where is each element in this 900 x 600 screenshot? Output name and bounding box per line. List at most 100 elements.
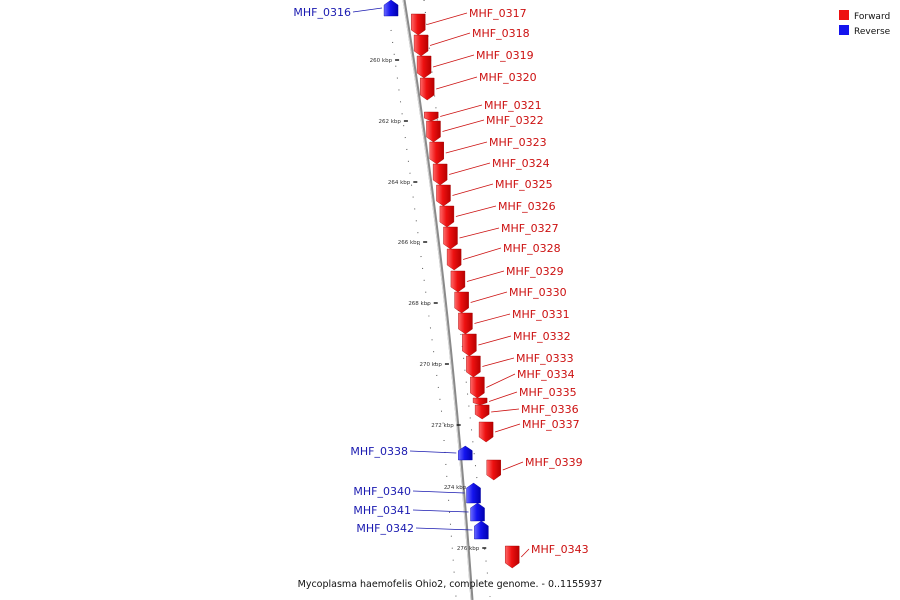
gene-label[interactable]: MHF_0342 [356, 522, 414, 535]
gene-block[interactable] [439, 205, 455, 228]
legend-reverse: Reverse [839, 25, 891, 37]
gene-block[interactable] [450, 270, 466, 293]
gene-label[interactable]: MHF_0321 [484, 99, 542, 112]
gene-leader-line [488, 391, 518, 402]
gene-leader-line [455, 205, 497, 217]
gene-leader-line [482, 357, 515, 367]
gene-label[interactable]: MHF_0324 [492, 157, 550, 170]
gene-leader-line [415, 527, 473, 531]
gene-label[interactable]: MHF_0337 [522, 418, 580, 431]
gene-label[interactable]: MHF_0330 [509, 286, 567, 299]
legend-forward-swatch [839, 10, 849, 20]
gene-label[interactable]: MHF_0317 [469, 7, 527, 20]
scale-tick-label: 276 kbp [457, 546, 480, 552]
gene-leader-line [494, 423, 521, 433]
gene-label[interactable]: MHF_0326 [498, 200, 556, 213]
gene-block[interactable] [462, 333, 477, 357]
gene-block[interactable] [383, 0, 399, 17]
gene-block[interactable] [432, 163, 448, 186]
gene-label[interactable]: MHF_0331 [512, 308, 570, 321]
gene-leader-line [352, 7, 383, 13]
gene-block[interactable] [478, 421, 494, 443]
gene-block[interactable] [413, 34, 429, 57]
gene-block[interactable] [446, 248, 462, 271]
gene-leader-line [442, 119, 485, 132]
gene-leader-line [502, 461, 524, 471]
gene-leader-line [478, 335, 512, 346]
gene-label[interactable]: MHF_0335 [519, 386, 577, 399]
gene-label[interactable]: MHF_0319 [476, 49, 534, 62]
gene-label-leaders [352, 7, 530, 558]
gene-block[interactable] [416, 55, 432, 79]
gene-block[interactable] [472, 397, 488, 406]
scale-tick-label: 268 kbp [408, 301, 431, 307]
gene-leader-line [466, 270, 505, 282]
gene-label[interactable]: MHF_0343 [531, 543, 589, 556]
gene-block[interactable] [429, 141, 444, 165]
genome-caption: Mycoplasma haemofelis Ohio2, complete ge… [298, 579, 603, 590]
gene-label[interactable]: MHF_0339 [525, 456, 583, 469]
gene-leader-line [491, 408, 520, 413]
gene-label[interactable]: MHF_0341 [353, 504, 411, 517]
gene-block[interactable] [458, 312, 473, 335]
gene-block[interactable] [474, 520, 489, 540]
scale-tick-label: 274 kbp [444, 485, 467, 491]
gene-block[interactable] [474, 404, 490, 420]
gene-block[interactable] [420, 77, 435, 101]
gene-block[interactable] [466, 355, 481, 378]
gene-label[interactable]: MHF_0323 [489, 136, 547, 149]
gene-label[interactable]: MHF_0340 [353, 485, 411, 498]
gene-leader-line [520, 548, 530, 558]
gene-block[interactable] [424, 111, 439, 122]
gene-label[interactable]: MHF_0316 [293, 6, 351, 19]
sequence-backbone [402, 0, 474, 600]
gene-block[interactable] [411, 13, 426, 36]
gene-block[interactable] [470, 376, 485, 399]
gene-label[interactable]: MHF_0322 [486, 114, 544, 127]
gene-label[interactable]: MHF_0325 [495, 178, 553, 191]
gene-label[interactable]: MHF_0334 [517, 368, 575, 381]
gene-leader-line [445, 141, 488, 154]
gene-label[interactable]: MHF_0333 [516, 352, 574, 365]
gene-label[interactable]: MHF_0328 [503, 242, 561, 255]
gene-block[interactable] [505, 545, 520, 569]
gene-label[interactable]: MHF_0320 [479, 71, 537, 84]
legend: Forward Reverse [839, 10, 891, 37]
legend-reverse-swatch [839, 25, 849, 35]
gene-block[interactable] [470, 502, 485, 522]
gene-label[interactable]: MHF_0338 [350, 445, 408, 458]
scale-tick-label: 272 kbp [431, 423, 454, 429]
gene-block[interactable] [466, 482, 481, 504]
gene-block[interactable] [486, 459, 501, 481]
gene-leader-line [463, 247, 502, 260]
gene-leader-line [436, 76, 478, 90]
gene-leader-line [427, 12, 468, 25]
gene-label[interactable]: MHF_0332 [513, 330, 571, 343]
gene-label[interactable]: MHF_0318 [472, 27, 530, 40]
gene-label[interactable]: MHF_0329 [506, 265, 564, 278]
gene-leader-line [449, 162, 491, 175]
scale-tick-label: 260 kbp [370, 58, 393, 64]
gene-block[interactable] [436, 184, 451, 207]
gene-leader-line [459, 227, 500, 239]
gene-features [383, 0, 520, 569]
gene-block[interactable] [454, 291, 469, 314]
gene-label[interactable]: MHF_0336 [521, 403, 579, 416]
gene-leader-line [486, 373, 516, 388]
legend-forward: Forward [839, 10, 890, 22]
scale-tick-label: 266 kbp [398, 240, 421, 246]
scale-tick-label: 270 kbp [419, 362, 442, 368]
gene-label[interactable]: MHF_0327 [501, 222, 559, 235]
gene-leader-line [429, 32, 471, 46]
gene-leader-line [452, 183, 494, 196]
gene-leader-line [409, 450, 457, 454]
gene-leader-line [440, 104, 483, 117]
scale-tick-label: 262 kbp [378, 119, 401, 125]
gene-leader-line [474, 313, 511, 324]
gene-block[interactable] [426, 120, 441, 143]
gene-block[interactable] [458, 445, 473, 461]
legend-forward-label: Forward [854, 12, 890, 22]
gene-leader-line [412, 490, 465, 494]
gene-block[interactable] [443, 226, 458, 250]
